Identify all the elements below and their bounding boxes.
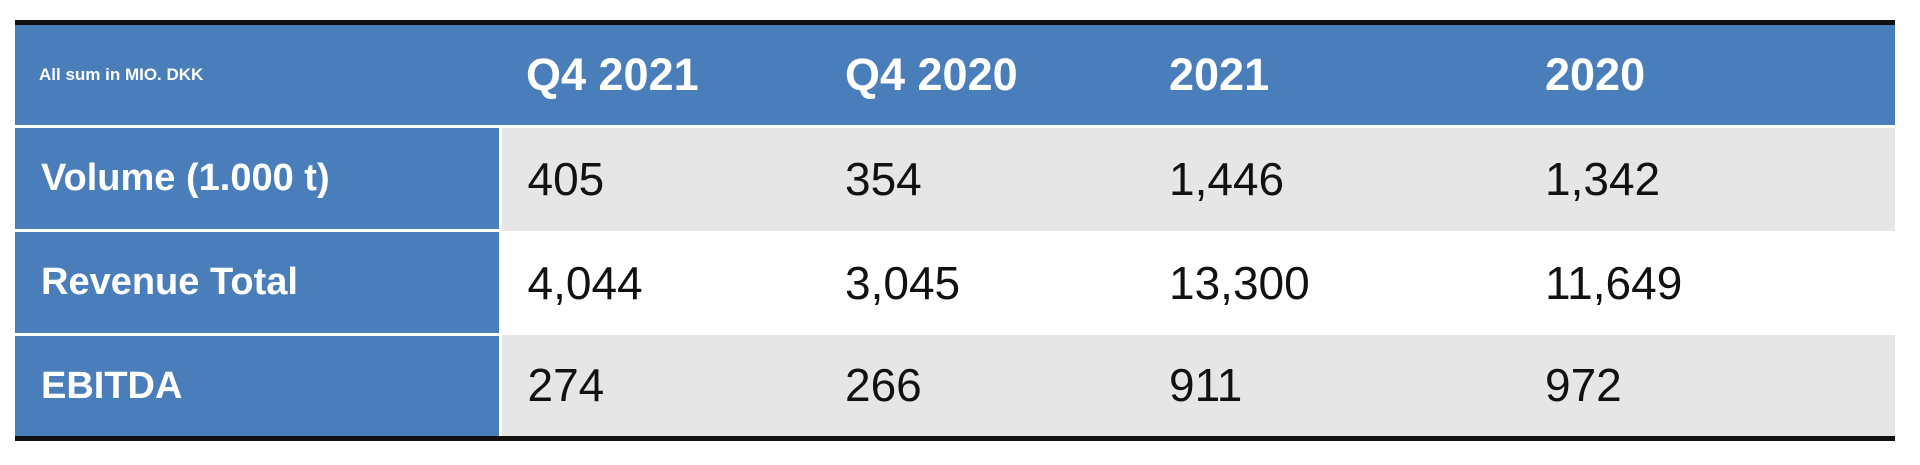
row-label: EBITDA — [15, 334, 502, 439]
row-label: Volume (1.000 t) — [15, 126, 502, 231]
table-body: Volume (1.000 t) 405 354 1,446 1,342 Revenue … — [15, 126, 1895, 439]
column-header: Q4 2020 — [819, 22, 1143, 128]
financial-table: All sum in MIO. DKK Q4 2021 Q4 2020 2021 20… — [15, 20, 1895, 441]
column-header: Q4 2021 — [500, 22, 819, 128]
cell: 13,300 — [1143, 230, 1519, 335]
table-container: All sum in MIO. DKK Q4 2021 Q4 2020 2021 20… — [15, 20, 1895, 441]
cell: 354 — [819, 126, 1143, 231]
cell: 1,446 — [1143, 126, 1519, 231]
column-header: 2021 — [1143, 22, 1519, 128]
cell: 1,342 — [1519, 126, 1895, 231]
table-row: Volume (1.000 t) 405 354 1,446 1,342 — [15, 126, 1895, 231]
cell: 911 — [1143, 334, 1519, 439]
cell: 405 — [500, 126, 819, 231]
corner-note: All sum in MIO. DKK — [15, 22, 500, 128]
cell: 274 — [500, 334, 819, 439]
table-row: Revenue Total 4,044 3,045 13,300 11,649 — [15, 229, 1895, 336]
table-row: EBITDA 274 266 911 972 — [15, 334, 1895, 439]
row-label: Revenue Total — [15, 229, 502, 336]
cell: 972 — [1519, 334, 1895, 439]
header-row: All sum in MIO. DKK Q4 2021 Q4 2020 2021 20… — [15, 22, 1895, 128]
table-header: All sum in MIO. DKK Q4 2021 Q4 2020 2021 20… — [15, 22, 1895, 128]
column-header: 2020 — [1519, 22, 1895, 128]
cell: 11,649 — [1519, 230, 1895, 335]
cell: 266 — [819, 334, 1143, 439]
cell: 3,045 — [819, 230, 1143, 335]
cell: 4,044 — [500, 230, 819, 335]
